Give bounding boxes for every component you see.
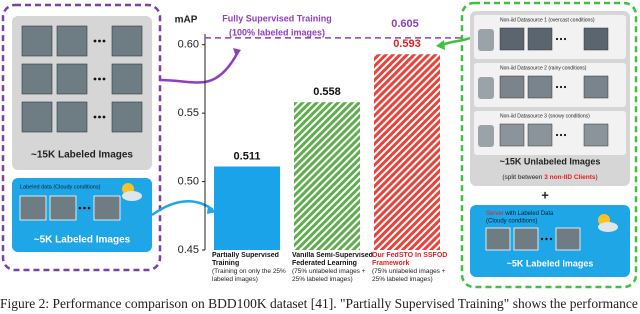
split-text: (split between — [502, 174, 544, 181]
database-icon — [478, 125, 494, 147]
category-block: Our FedSTO In SSFOD Framework(75% unlabe… — [372, 252, 448, 283]
database-icon — [478, 77, 494, 99]
category-block: Partially Supervised Training(Training o… — [212, 252, 286, 283]
ellipsis-dot — [563, 37, 567, 41]
arrow — [159, 51, 240, 84]
left-frame — [1, 3, 162, 272]
source-label: Non-iid Datasource 1 (overcast condition… — [500, 17, 595, 23]
image-row — [485, 227, 581, 251]
source-image — [527, 123, 553, 147]
ellipsis — [78, 206, 91, 210]
value-label: 0.593 — [393, 38, 421, 50]
split-note: (split between 3 non-IID Clients) — [502, 174, 597, 181]
category-note: (75% unlabeled images + 25% labeled imag… — [372, 268, 446, 283]
y-tick-label: 0.55 — [178, 107, 199, 119]
value-label: 0.511 — [234, 150, 261, 162]
reference-note: (100% labeled images) — [229, 27, 325, 37]
ellipsis — [540, 237, 553, 241]
server-condition: (Cloudy conditions) — [486, 219, 537, 225]
server-label: Server with Labeled Data — [486, 211, 554, 217]
reference-label: Fully Supervised Training — [222, 13, 332, 23]
arrow — [441, 36, 471, 47]
source-image — [499, 123, 525, 147]
ellipsis-dot — [559, 133, 563, 137]
image-row — [19, 195, 121, 221]
ellipsis-dot — [559, 85, 563, 89]
panel-caption: ~5K Labeled Images — [507, 258, 594, 268]
arrow-head — [233, 48, 241, 57]
source-label: Non-iid Datasource 3 (snowy conditions) — [500, 113, 590, 119]
ellipsis-dot — [555, 85, 559, 89]
panel-subtitle: Labeled data (Cloudy conditions) — [20, 184, 101, 190]
y-axis-label: mAP — [175, 15, 198, 26]
database-icon — [478, 29, 494, 51]
value-label: 0.558 — [313, 86, 341, 98]
category-note: (Training on only the 25% labeled images… — [212, 268, 286, 283]
weather-icon — [598, 214, 618, 232]
server-text: Server — [486, 211, 504, 217]
reference-value: 0.605 — [391, 18, 419, 30]
category-block: Vanilla Semi-Supervised Federated Learni… — [292, 252, 373, 283]
split-text: ) — [596, 174, 598, 181]
source-image — [499, 27, 525, 51]
image-grid — [21, 25, 143, 133]
category-note: (75% unlabeled images + 25% labeled imag… — [292, 268, 366, 283]
ellipsis-dot — [563, 85, 567, 89]
x-tick-label: Partially Supervised Training — [212, 252, 279, 267]
ellipsis-dot — [559, 37, 563, 41]
bar — [374, 54, 440, 250]
arrow-head — [436, 40, 445, 50]
figure-caption: Figure 2: Performance comparison on BDD1… — [0, 296, 640, 311]
source-image — [527, 27, 553, 51]
source-label: Non-iid Datasource 2 (rainy conditions) — [500, 65, 587, 71]
chart: mAP 0.60 0.55 0.50 0.45 0.511 Partially Superv… — [175, 13, 462, 283]
sources: Non-iid Datasource 1 (overcast condition… — [474, 15, 626, 155]
source-image — [583, 27, 609, 51]
ellipsis-dot — [555, 133, 559, 137]
panel-caption: ~5K Labeled Images — [34, 235, 131, 246]
arrow-head — [207, 205, 216, 214]
server-panel — [470, 205, 630, 277]
y-tick-label: 0.60 — [178, 39, 199, 51]
arrow — [151, 200, 214, 217]
split-text: 3 non-IID Clients — [544, 174, 596, 181]
source-image — [527, 75, 553, 99]
source-image — [499, 75, 525, 99]
panel-title: ~15K Labeled Images — [31, 150, 133, 161]
weather-icon — [122, 183, 142, 201]
x-tick-label: Vanilla Semi-Supervised Federated Learni… — [292, 252, 373, 267]
ellipsis-dot — [563, 133, 567, 137]
right-frame — [460, 1, 638, 289]
y-tick-label: 0.50 — [178, 175, 199, 187]
ellipsis-dot — [555, 37, 559, 41]
source-image — [583, 123, 609, 147]
bar — [294, 102, 360, 250]
bar — [214, 166, 280, 250]
plus: + — [541, 187, 549, 202]
source-image — [583, 75, 609, 99]
ellipsis — [93, 39, 106, 119]
panel-title: ~15K Unlabeled Images — [500, 156, 601, 166]
server-text: with Labeled Data — [504, 211, 554, 217]
x-tick-label: Our FedSTO In SSFOD Framework — [372, 252, 448, 267]
y-tick-label: 0.45 — [178, 244, 199, 256]
